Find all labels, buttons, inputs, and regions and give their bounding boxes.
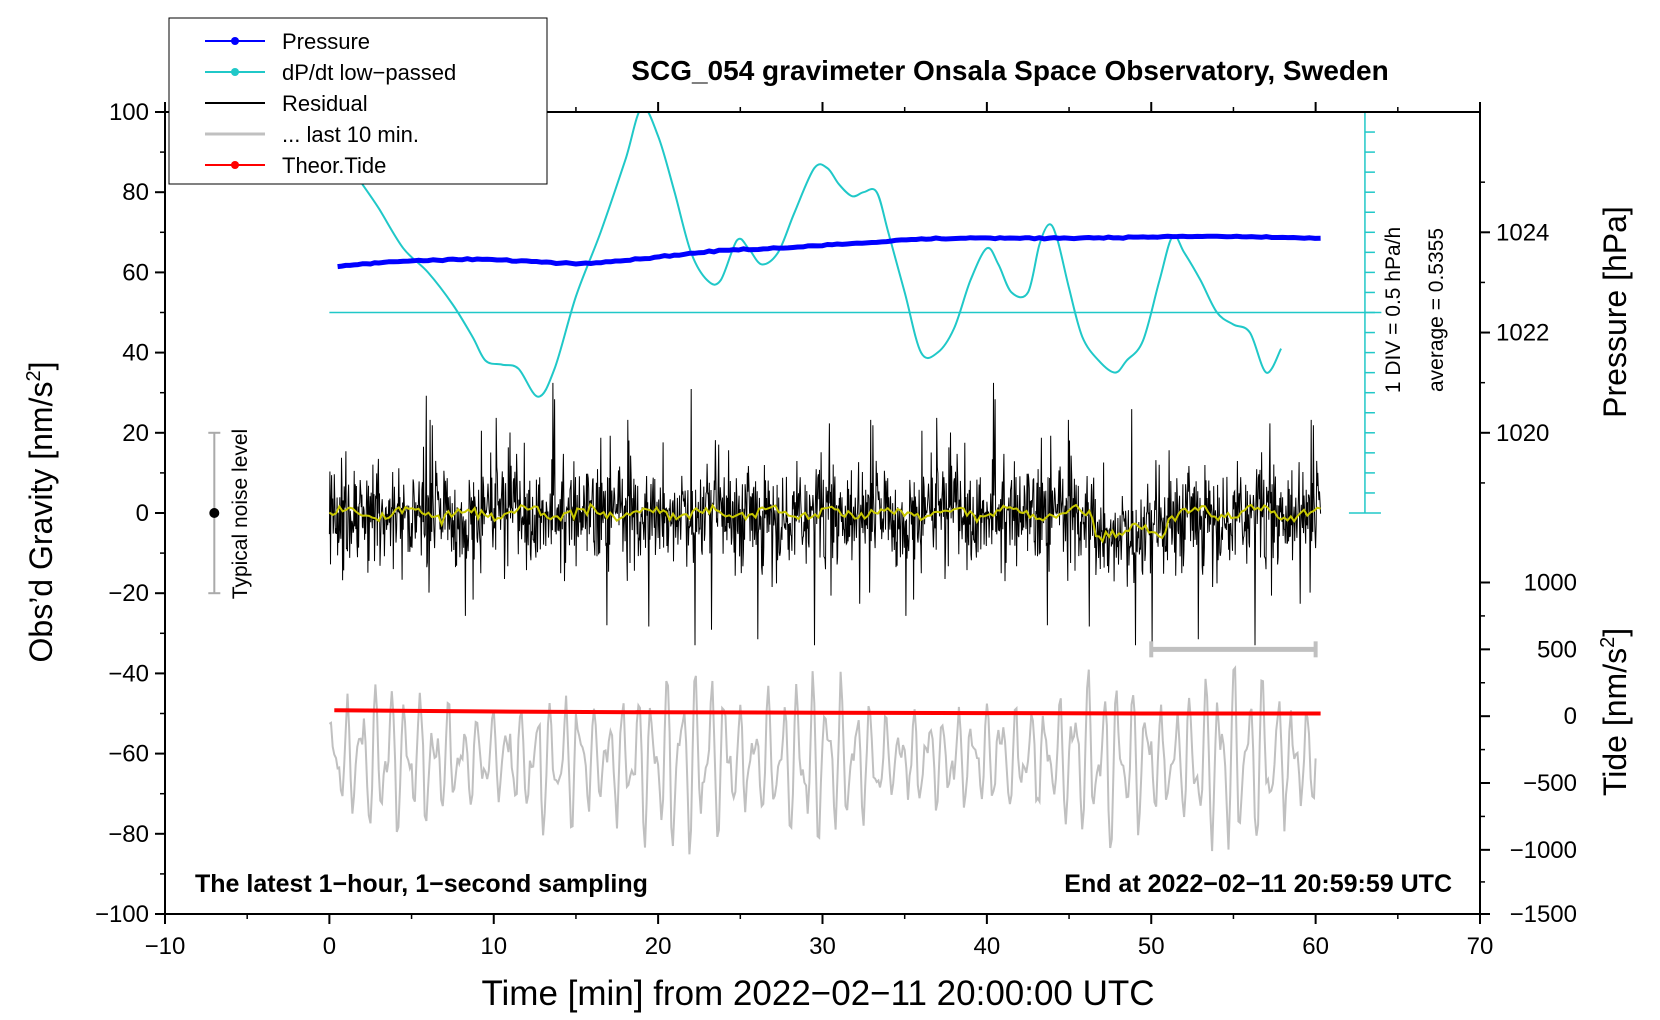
y-tick-label: 0 <box>136 500 149 527</box>
y-tick-label: 60 <box>122 259 149 286</box>
y-tick-label: −100 <box>95 901 149 928</box>
tide-series <box>334 708 1321 716</box>
legend-entry: Pressure <box>205 29 370 54</box>
y-tick-label: −60 <box>108 741 149 768</box>
legend-entry: dP/dt low−passed <box>205 60 456 85</box>
last-10-min-series <box>328 665 1317 855</box>
residual-mean-series <box>328 502 1321 544</box>
x-tick-label: 20 <box>645 933 672 960</box>
noise-level-label: Typical noise level <box>229 429 252 599</box>
noise-level-marker <box>208 431 221 595</box>
legend-entry: Residual <box>205 91 368 116</box>
legend-marker <box>231 161 239 169</box>
tide-axis-ticks: 1000 500 0 −500 −1000 −1500 <box>1480 569 1577 928</box>
y-tick-label: 20 <box>122 420 149 447</box>
x-tick-label: 70 <box>1467 933 1494 960</box>
x-axis-label: Time [min] from 2022−02−11 20:00:00 UTC <box>481 974 1154 1013</box>
last-10-min-bar <box>1149 641 1318 658</box>
tide-tick-label: 500 <box>1537 636 1577 663</box>
chart-title: SCG_054 gravimeter Onsala Space Observat… <box>631 55 1388 86</box>
y-axis-label-left-main: Obs’d Gravity [nm/s <box>23 382 59 663</box>
x-tick-label: −10 <box>145 933 186 960</box>
legend-label: Theor.Tide <box>282 153 386 178</box>
x-tick-label: 30 <box>809 933 836 960</box>
y-axis-label-left-sup: 2 <box>23 370 45 381</box>
tide-tick-label: 1000 <box>1524 569 1577 596</box>
y-axis-label-pressure: Pressure [hPa] <box>1597 206 1633 418</box>
pressure-tick-label: 1022 <box>1496 320 1549 347</box>
legend-label: ... last 10 min. <box>282 122 419 147</box>
noise-level-dot <box>209 508 220 518</box>
y-tick-label: −80 <box>108 821 149 848</box>
residual-series <box>328 382 1322 646</box>
legend-label: Residual <box>282 91 368 116</box>
legend-box <box>168 17 548 185</box>
y-axis-label-left: Obs’d Gravity [nm/s2] <box>23 362 59 663</box>
legend-entry: ... last 10 min. <box>205 122 419 147</box>
y-tick-label: −40 <box>108 660 149 687</box>
y-axis-label-left-end: ] <box>23 362 59 371</box>
dpdt-series <box>361 112 1282 398</box>
tide-tick-label: −1000 <box>1510 837 1577 864</box>
plot-area <box>208 112 1382 855</box>
dpdt-scale-label: 1 DIV = 0.5 hPa/h <box>1382 227 1405 393</box>
x-tick-label: 0 <box>323 933 336 960</box>
x-tick-label: 50 <box>1138 933 1165 960</box>
y-tick-label: 100 <box>109 99 149 126</box>
legend-label: Pressure <box>282 29 370 54</box>
pressure-series <box>337 233 1321 270</box>
legend-marker <box>231 68 239 76</box>
x-tick-label: 10 <box>480 933 507 960</box>
y-tick-label: 80 <box>122 179 149 206</box>
x-tick-label: 40 <box>974 933 1001 960</box>
y-axis-ticks: −100 −80 −60 −40 −20 0 20 40 60 80 100 <box>95 99 165 928</box>
y-tick-label: 40 <box>122 340 149 367</box>
tide-tick-label: 0 <box>1564 703 1577 730</box>
legend: Pressure dP/dt low−passed Residual ... last… <box>168 17 548 185</box>
dpdt-average-label: average = 0.5355 <box>1425 228 1448 392</box>
y-axis-label-tide-sup: 2 <box>1597 637 1619 648</box>
tide-tick-label: −1500 <box>1510 901 1577 928</box>
y-axis-label-tide: Tide [nm/s2] <box>1597 628 1633 796</box>
footer-left-annotation: The latest 1−hour, 1−second sampling <box>195 870 648 898</box>
legend-label: dP/dt low−passed <box>282 60 456 85</box>
pressure-tick-label: 1024 <box>1496 219 1549 246</box>
data-layer <box>208 112 1382 855</box>
footer-right-annotation: End at 2022−02−11 20:59:59 UTC <box>1064 870 1452 898</box>
pressure-axis-ticks: 1020 1022 1024 <box>1480 181 1549 484</box>
y-axis-label-tide-main: Tide [nm/s <box>1597 648 1633 796</box>
x-tick-label: 60 <box>1302 933 1329 960</box>
y-tick-label: −20 <box>108 580 149 607</box>
y-axis-label-tide-end: ] <box>1597 628 1633 637</box>
tide-tick-label: −500 <box>1523 770 1577 797</box>
pressure-tick-label: 1020 <box>1496 420 1549 447</box>
legend-marker <box>231 37 239 45</box>
legend-entry: Theor.Tide <box>205 153 386 178</box>
